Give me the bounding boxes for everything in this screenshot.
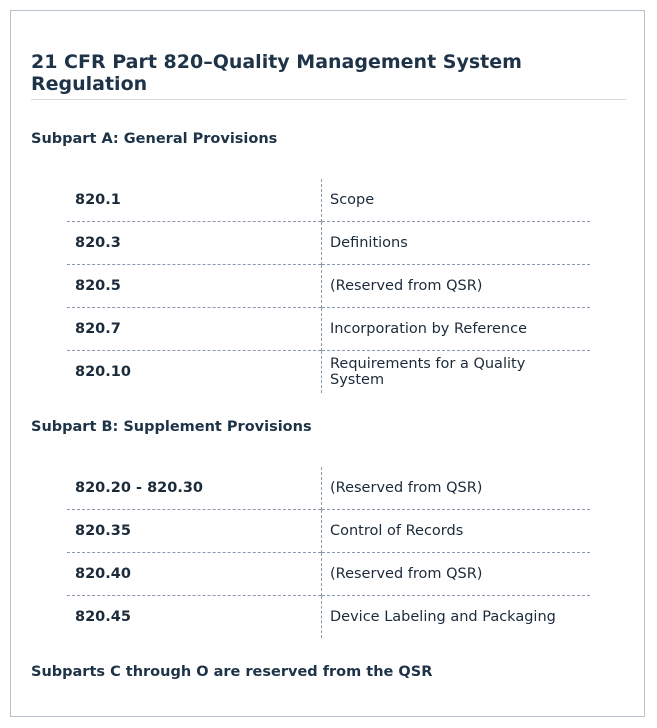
section-title: (Reserved from QSR) [321,552,590,596]
section-title: Control of Records [321,509,590,553]
section-number: 820.40 [67,552,322,596]
section-table: 820.20 - 820.30 (Reserved from QSR) 820.35… [67,467,590,638]
section-row: 820.1 Scope [67,179,590,222]
section-row: 820.45 Device Labeling and Packaging [67,595,590,638]
section-title: Definitions [321,221,590,265]
section-title: Incorporation by Reference [321,307,590,351]
section-number: 820.5 [67,264,322,308]
section-row: 820.40 (Reserved from QSR) [67,552,590,596]
section-number: 820.3 [67,221,322,265]
section-title: Requirements for a Quality System [321,350,590,393]
card: 21 CFR Part 820–Quality Management Syste… [10,10,645,717]
section-number: 820.10 [67,350,322,393]
section-row: 820.10 Requirements for a Quality System [67,350,590,393]
subpart-heading: Subpart A: General Provisions [31,131,278,147]
section-title: (Reserved from QSR) [330,480,483,496]
section-row: 820.35 Control of Records [67,509,590,553]
section-row: 820.20 - 820.30 (Reserved from QSR) [67,467,590,510]
section-number: 820.20 - 820.30 [67,467,322,510]
subpart-heading: Subpart B: Supplement Provisions [31,419,312,435]
section-title: Device Labeling and Packaging [321,595,590,638]
section-number: 820.45 [67,595,322,638]
section-row: 820.5 (Reserved from QSR) [67,264,590,308]
divider [31,99,626,100]
section-row: 820.7 Incorporation by Reference [67,307,590,351]
section-title: Scope [330,192,375,208]
section-number: 820.35 [67,509,322,553]
section-number: 820.1 [67,179,322,222]
section-number: 820.7 [67,307,322,351]
section-row: 820.3 Definitions [67,221,590,265]
section-table: 820.1 Scope 820.3 Definitions 820.5 (Reserved… [67,179,590,393]
section-title: (Reserved from QSR) [321,264,590,308]
footer-note: Subparts C through O are reserved from t… [31,664,433,680]
title: 21 CFR Part 820–Quality Management Syste… [31,51,522,95]
